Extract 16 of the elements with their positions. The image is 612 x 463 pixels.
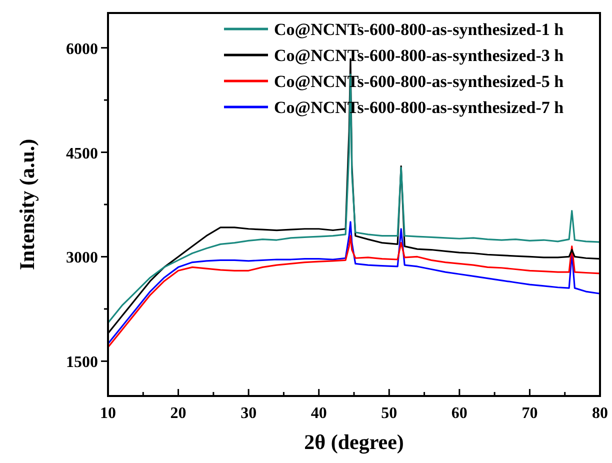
x-tick-label: 30 [240,405,257,422]
legend-label: Co@NCNTs-600-800-as-synthesized-1 h [274,20,564,39]
x-tick-label: 50 [381,405,398,422]
x-tick-label: 70 [522,405,538,422]
x-tick-label: 10 [100,405,116,422]
y-tick-label: 3000 [66,250,98,267]
x-tick-label: 60 [451,405,468,422]
x-tick-label: 20 [170,405,186,422]
y-tick-label: 1500 [66,354,98,372]
y-tick-label: 4500 [66,145,98,162]
x-axis-title: 2θ (degree) [304,430,404,454]
x-tick-label: 80 [592,405,608,422]
y-tick-label: 6000 [66,40,98,58]
y-axis-title: Intensity (a.u.) [15,138,39,270]
x-tick-label: 40 [310,405,327,422]
legend-label: Co@NCNTs-600-800-as-synthesized-3 h [274,46,564,65]
